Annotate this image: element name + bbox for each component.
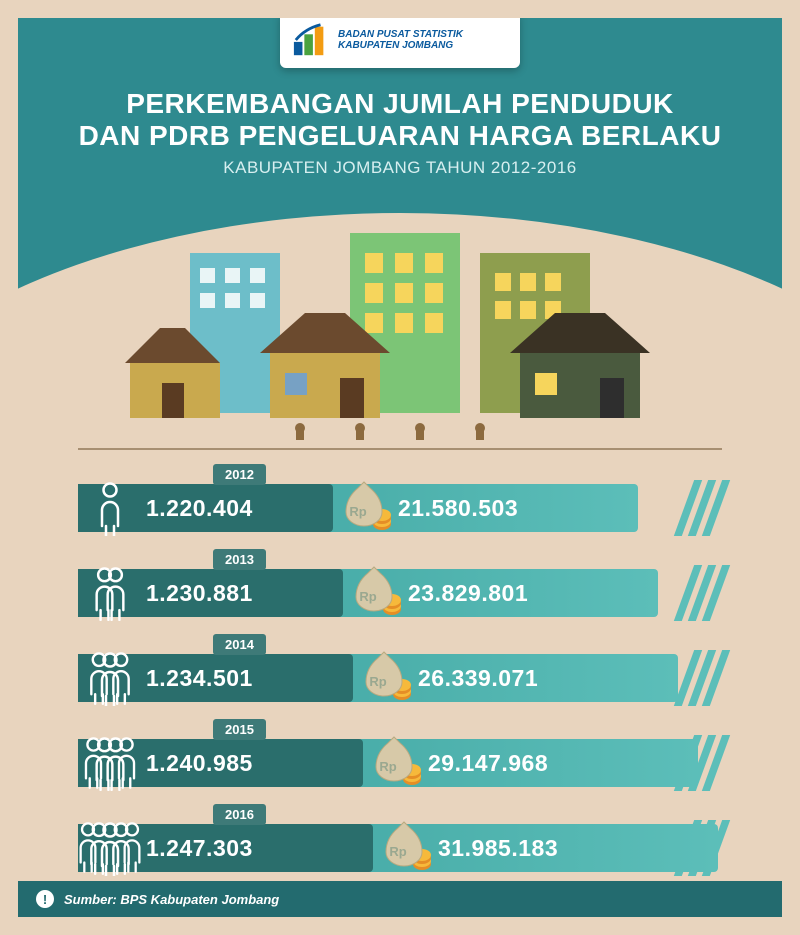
data-row: 26.339.071 1.234.501 2014 (78, 638, 722, 713)
pdrb-value: 29.147.968 (428, 750, 548, 777)
year-tag: 2012 (213, 464, 266, 485)
stripes-decoration (684, 484, 732, 532)
divider-line (78, 448, 722, 450)
pdrb-value: 21.580.503 (398, 495, 518, 522)
title-line1: PERKEMBANGAN JUMLAH PENDUDUK (18, 88, 782, 120)
money-bag-icon: Rp (378, 818, 434, 874)
page: BADAN PUSAT STATISTIK KABUPATEN JOMBANG … (0, 0, 800, 935)
money-bag-icon: Rp (358, 648, 414, 704)
people-icon (78, 476, 142, 536)
logo-card: BADAN PUSAT STATISTIK KABUPATEN JOMBANG (280, 18, 520, 68)
svg-text:Rp: Rp (369, 674, 386, 689)
population-value: 1.240.985 (146, 750, 253, 777)
footer-bar: ! Sumber: BPS Kabupaten Jombang (18, 881, 782, 917)
data-row: 21.580.503 1.220.404 2012 Rp (78, 468, 722, 543)
title-line2: DAN PDRB PENGELUARAN HARGA BERLAKU (18, 120, 782, 152)
money-bag-icon: Rp (368, 733, 424, 789)
people-icon (78, 816, 142, 876)
title-block: PERKEMBANGAN JUMLAH PENDUDUK DAN PDRB PE… (18, 88, 782, 178)
money-bag-icon: Rp (338, 478, 394, 534)
data-row: 23.829.801 1.230.881 2013 (78, 553, 722, 628)
info-icon: ! (36, 890, 54, 908)
svg-text:Rp: Rp (379, 759, 396, 774)
population-value: 1.234.501 (146, 665, 253, 692)
svg-text:Rp: Rp (359, 589, 376, 604)
stripes-decoration (684, 569, 732, 617)
infographic-canvas: BADAN PUSAT STATISTIK KABUPATEN JOMBANG … (18, 18, 782, 917)
bps-logo-icon (292, 21, 330, 59)
population-value: 1.220.404 (146, 495, 253, 522)
population-value: 1.247.303 (146, 835, 253, 862)
year-tag: 2014 (213, 634, 266, 655)
footer-source: Sumber: BPS Kabupaten Jombang (64, 892, 279, 907)
money-bag-icon: Rp (348, 563, 404, 619)
people-icon (78, 731, 142, 791)
pdrb-value: 26.339.071 (418, 665, 538, 692)
year-tag: 2016 (213, 804, 266, 825)
year-tag: 2015 (213, 719, 266, 740)
logo-text: BADAN PUSAT STATISTIK KABUPATEN JOMBANG (338, 29, 463, 51)
data-row: 29.147.968 1.240.985 2015 (78, 723, 722, 798)
title-sub: KABUPATEN JOMBANG TAHUN 2012-2016 (18, 158, 782, 178)
logo-line2: KABUPATEN JOMBANG (338, 40, 463, 51)
data-row: 31.985.183 1.247.303 2016 (78, 808, 722, 883)
svg-text:Rp: Rp (349, 504, 366, 519)
people-icon (78, 646, 142, 706)
data-rows: 21.580.503 1.220.404 2012 Rp (78, 468, 722, 893)
svg-text:Rp: Rp (389, 844, 406, 859)
people-icon (78, 561, 142, 621)
stripes-decoration (684, 654, 732, 702)
population-value: 1.230.881 (146, 580, 253, 607)
pdrb-value: 23.829.801 (408, 580, 528, 607)
logo-line1: BADAN PUSAT STATISTIK (338, 29, 463, 40)
year-tag: 2013 (213, 549, 266, 570)
city-illustration (100, 223, 700, 443)
pdrb-value: 31.985.183 (438, 835, 558, 862)
